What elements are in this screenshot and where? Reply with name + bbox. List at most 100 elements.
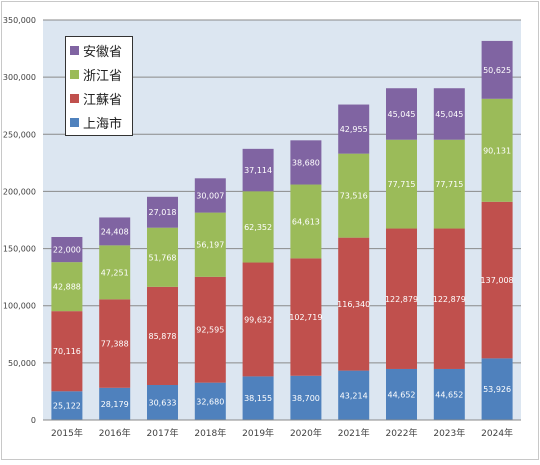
bar-segment [433, 228, 465, 369]
data-label: 43,214 [340, 391, 368, 400]
data-label: 42,955 [340, 125, 368, 134]
data-label: 77,715 [388, 180, 416, 189]
data-label: 28,179 [101, 400, 129, 409]
bar-segment [481, 358, 513, 420]
legend-label-anhui: 安徽省 [83, 44, 123, 60]
legend-item-zhejiang: 浙江省 [70, 62, 128, 86]
bar-segment [386, 368, 417, 420]
bar-segment [290, 375, 322, 420]
data-label: 62,352 [244, 223, 272, 232]
data-label: 92,595 [196, 326, 224, 335]
bar-segment [338, 104, 370, 154]
legend-swatch-anhui [70, 45, 79, 55]
data-label: 25,122 [53, 402, 81, 411]
data-label: 77,715 [435, 180, 463, 189]
bar-segment [194, 382, 226, 420]
bar-segment [386, 228, 417, 369]
legend-swatch-zhejiang [70, 69, 79, 79]
legend-label-jiangsu: 江蘇省 [83, 92, 123, 108]
bar-segment [99, 245, 131, 300]
bar-segment [51, 262, 83, 312]
bar-segment [194, 276, 226, 383]
data-label: 50,625 [483, 66, 511, 75]
data-label: 122,879 [385, 295, 418, 304]
bar-segment [147, 384, 178, 420]
data-label: 42,888 [53, 283, 81, 292]
bar-segment [194, 212, 226, 277]
data-label: 38,155 [244, 394, 272, 403]
data-label: 64,613 [292, 217, 320, 226]
bar-segment [433, 88, 465, 140]
x-tick-label: 2021年 [338, 427, 370, 439]
data-label: 45,045 [435, 110, 463, 119]
data-label: 90,131 [483, 146, 511, 155]
bar-segment [242, 376, 274, 420]
bar-segment [242, 262, 274, 377]
bar-segment [481, 201, 513, 359]
bar-segment [481, 98, 513, 202]
legend-swatch-shanghai [70, 117, 79, 127]
bar-segment [433, 139, 465, 229]
bar-segment [147, 196, 178, 228]
data-label: 77,388 [101, 340, 129, 349]
x-tick-label: 2022年 [386, 427, 418, 439]
x-tick-label: 2016年 [99, 427, 131, 439]
x-tick-label: 2020年 [290, 427, 322, 439]
data-label: 32,680 [196, 397, 224, 406]
data-label: 73,516 [340, 192, 368, 201]
legend: 安徽省 浙江省 江蘇省 上海市 [65, 36, 133, 136]
y-tick-label: 0 [31, 416, 36, 425]
data-label: 22,000 [53, 246, 81, 255]
y-tick-label: 100,000 [3, 302, 36, 311]
data-label: 38,700 [292, 394, 320, 403]
bar-segment [147, 286, 178, 385]
bar-segment [386, 88, 417, 140]
data-label: 70,116 [53, 347, 81, 356]
bar-segment [338, 153, 370, 238]
x-tick-label: 2018年 [194, 427, 226, 439]
y-tick-label: 150,000 [3, 245, 36, 254]
bar-segment [51, 311, 83, 392]
bar-segment [338, 370, 370, 420]
legend-item-jiangsu: 江蘇省 [70, 86, 128, 110]
bar-segment [194, 178, 226, 213]
data-label: 137,008 [481, 276, 514, 285]
x-tick-label: 2023年 [433, 427, 465, 439]
data-label: 99,632 [244, 315, 272, 324]
legend-label-zhejiang: 浙江省 [83, 68, 123, 84]
bar-segment [290, 184, 322, 259]
bar-segment [51, 236, 83, 263]
bar-segment [99, 299, 131, 388]
y-tick-label: 50,000 [8, 359, 36, 368]
y-tick-label: 300,000 [3, 73, 36, 82]
bar-segment [481, 40, 513, 99]
legend-item-shanghai: 上海市 [70, 110, 128, 134]
y-tick-label: 350,000 [3, 16, 36, 25]
x-tick-label: 2015年 [51, 427, 83, 439]
bar-segment [290, 258, 322, 376]
legend-label-shanghai: 上海市 [83, 116, 123, 132]
data-label: 37,114 [244, 166, 272, 175]
y-tick-label: 250,000 [3, 130, 36, 139]
data-label: 44,652 [435, 390, 463, 399]
bar-segment [433, 368, 465, 420]
data-label: 24,408 [101, 227, 129, 236]
bar-segment [290, 140, 322, 185]
data-label: 102,719 [289, 313, 322, 322]
bar-segment [147, 227, 178, 287]
bar-segment [242, 191, 274, 263]
data-label: 27,018 [149, 208, 177, 217]
data-label: 44,652 [388, 390, 416, 399]
data-label: 53,926 [483, 385, 511, 394]
x-tick-label: 2017年 [147, 427, 179, 439]
x-tick-label: 2019年 [242, 427, 274, 439]
data-label: 116,340 [337, 300, 370, 309]
data-label: 30,633 [149, 398, 177, 407]
data-label: 51,768 [149, 253, 177, 262]
bar-segment [99, 217, 131, 246]
bar-segment [386, 139, 417, 229]
bar-segment [51, 391, 83, 420]
data-label: 45,045 [388, 110, 416, 119]
data-label: 38,680 [292, 158, 320, 167]
